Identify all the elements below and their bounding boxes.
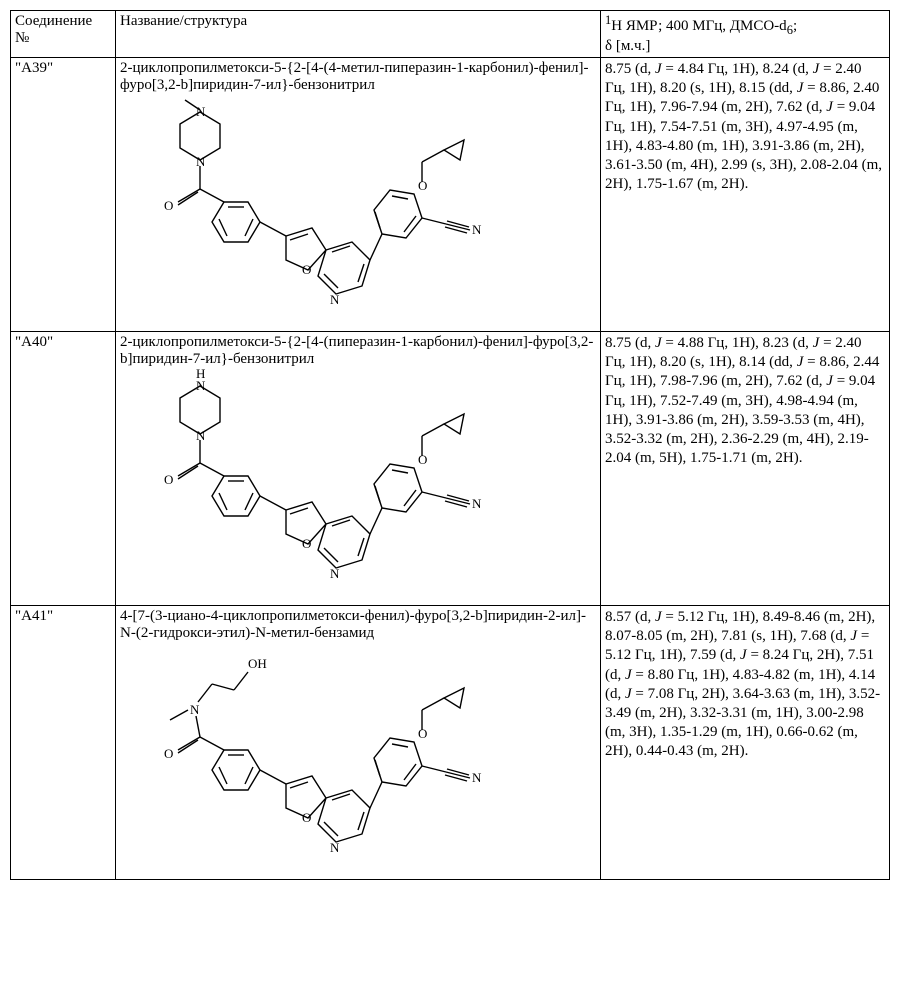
svg-text:N: N	[472, 222, 482, 237]
compound-id-cell: "A40"	[11, 332, 116, 606]
structure-svg-a41: N OH O	[120, 642, 520, 877]
table-row: "A39" 2-циклопропилметокси-5-{2-[4-(4-ме…	[11, 58, 890, 332]
svg-text:O: O	[164, 746, 173, 761]
compound-id-cell: "A41"	[11, 606, 116, 880]
compound-name: 2-циклопропилметокси-5-{2-[4-(4-метил-пи…	[120, 60, 596, 94]
svg-text:O: O	[164, 472, 173, 487]
header-compound-line1: Соединение	[15, 13, 92, 29]
svg-text:N: N	[330, 566, 340, 581]
svg-text:N: N	[196, 428, 206, 443]
structure-svg-a40: N N H O	[120, 368, 520, 603]
nmr-text: 8.57 (d, J = 5.12 Гц, 1H), 8.49-8.46 (m,…	[605, 608, 885, 762]
table-row: "A40" 2-циклопропилметокси-5-{2-[4-(пипе…	[11, 332, 890, 606]
structure-a40: N N H O	[120, 368, 596, 603]
compound-id-cell: "A39"	[11, 58, 116, 332]
svg-text:N: N	[330, 840, 340, 855]
nmr-text: 8.75 (d, J = 4.88 Гц, 1H), 8.23 (d, J = …	[605, 334, 885, 468]
header-row: Соединение № Название/структура 1Н ЯМР; …	[11, 11, 890, 58]
compound-name-cell: 4-[7-(3-циано-4-циклопропилметокси-фенил…	[116, 606, 601, 880]
structure-svg-a39: N N O	[120, 94, 520, 329]
svg-text:N: N	[472, 770, 482, 785]
compound-name-cell: 2-циклопропилметокси-5-{2-[4-(4-метил-пи…	[116, 58, 601, 332]
svg-text:O: O	[302, 536, 311, 551]
header-nmr: 1Н ЯМР; 400 МГц, ДМСО-d6; δ [м.ч.]	[601, 11, 890, 58]
structure-a39: N N O	[120, 94, 596, 329]
structure-a41: N OH O	[120, 642, 596, 877]
compound-name-cell: 2-циклопропилметокси-5-{2-[4-(пиперазин-…	[116, 332, 601, 606]
header-compound-line2: №	[15, 30, 29, 46]
nmr-text: 8.75 (d, J = 4.84 Гц, 1H), 8.24 (d, J = …	[605, 60, 885, 194]
nmr-cell: 8.57 (d, J = 5.12 Гц, 1H), 8.49-8.46 (m,…	[601, 606, 890, 880]
compound-name: 4-[7-(3-циано-4-циклопропилметокси-фенил…	[120, 608, 596, 642]
svg-text:N: N	[190, 702, 200, 717]
header-nmr-semi: ;	[793, 18, 797, 34]
svg-text:O: O	[302, 262, 311, 277]
header-compound: Соединение №	[11, 11, 116, 58]
header-name: Название/структура	[116, 11, 601, 58]
header-nmr-line2: δ [м.ч.]	[605, 38, 650, 54]
compound-id: "A39"	[15, 60, 53, 76]
header-nmr-line1: Н ЯМР; 400 МГц, ДМСО-d	[611, 18, 786, 34]
svg-text:N: N	[196, 104, 206, 119]
compound-id: "A41"	[15, 608, 53, 624]
svg-text:N: N	[196, 154, 206, 169]
table-row: "A41" 4-[7-(3-циано-4-циклопропилметокси…	[11, 606, 890, 880]
compound-name: 2-циклопропилметокси-5-{2-[4-(пиперазин-…	[120, 334, 596, 368]
nmr-cell: 8.75 (d, J = 4.84 Гц, 1H), 8.24 (d, J = …	[601, 58, 890, 332]
svg-text:O: O	[164, 198, 173, 213]
svg-text:O: O	[302, 810, 311, 825]
svg-text:H: H	[196, 368, 205, 381]
header-name-text: Название/структура	[120, 13, 247, 29]
compound-table: Соединение № Название/структура 1Н ЯМР; …	[10, 10, 890, 880]
compound-id: "A40"	[15, 334, 53, 350]
nmr-cell: 8.75 (d, J = 4.88 Гц, 1H), 8.23 (d, J = …	[601, 332, 890, 606]
svg-text:OH: OH	[248, 656, 267, 671]
svg-text:N: N	[330, 292, 340, 307]
svg-text:N: N	[472, 496, 482, 511]
